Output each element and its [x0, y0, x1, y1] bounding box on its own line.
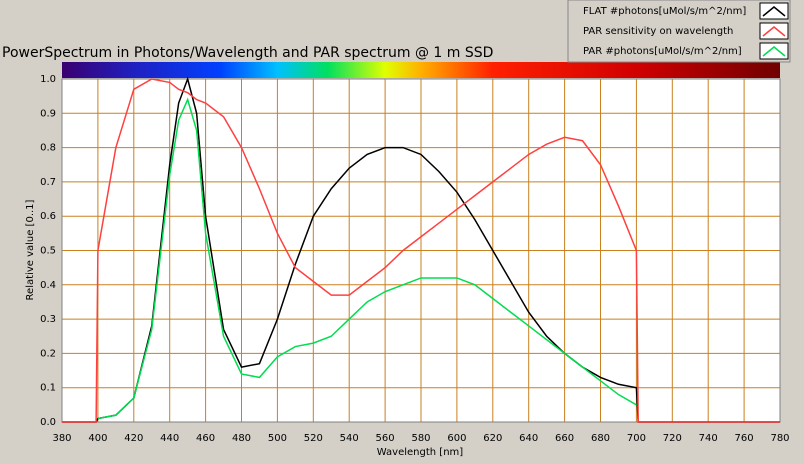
x-tick-label: 600 — [447, 433, 466, 444]
x-tick-label: 760 — [735, 433, 754, 444]
y-tick-label: 0.2 — [40, 348, 56, 359]
x-tick-label: 380 — [52, 433, 71, 444]
x-axis-label: Wavelength [nm] — [377, 447, 463, 458]
x-tick-label: 740 — [699, 433, 718, 444]
x-tick-label: 720 — [663, 433, 682, 444]
legend-line — [762, 26, 786, 37]
y-tick-label: 0.7 — [40, 177, 56, 188]
y-tick-label: 0.3 — [40, 314, 56, 325]
legend-label: PAR sensitivity on wavelength — [583, 26, 733, 37]
x-tick-label: 660 — [555, 433, 574, 444]
y-tick-label: 0.4 — [40, 280, 56, 291]
y-tick-label: 0.8 — [40, 143, 56, 154]
x-tick-label: 520 — [304, 433, 323, 444]
y-tick-label: 0.1 — [40, 383, 56, 394]
x-tick-label: 780 — [770, 433, 789, 444]
x-tick-label: 460 — [196, 433, 215, 444]
y-tick-label: 0.0 — [40, 417, 56, 428]
legend-line — [762, 6, 786, 17]
spectrum-bar — [62, 62, 780, 78]
legend-swatch — [759, 42, 789, 60]
y-tick-label: 0.5 — [40, 246, 56, 257]
legend-label: FLAT #photons[uMol/s/m^2/nm] — [583, 6, 746, 17]
x-tick-label: 440 — [160, 433, 179, 444]
plot-border — [61, 78, 781, 423]
x-tick-label: 680 — [591, 433, 610, 444]
y-axis-label: Relative value [0..1] — [25, 199, 36, 300]
legend-line — [762, 46, 786, 57]
x-tick-label: 580 — [411, 433, 430, 444]
legend-label: PAR #photons[uMol/s/m^2/nm] — [583, 46, 742, 57]
x-tick-label: 700 — [627, 433, 646, 444]
y-tick-label: 1.0 — [40, 74, 56, 85]
x-tick-label: 480 — [232, 433, 251, 444]
legend-swatch — [759, 2, 789, 20]
x-tick-label: 540 — [340, 433, 359, 444]
chart-title: PowerSpectrum in Photons/Wavelength and … — [2, 45, 493, 61]
x-tick-label: 620 — [483, 433, 502, 444]
x-tick-label: 640 — [519, 433, 538, 444]
x-tick-label: 420 — [124, 433, 143, 444]
line-series — [62, 78, 780, 423]
x-tick-label: 560 — [376, 433, 395, 444]
legend-swatch — [759, 22, 789, 40]
x-tick-label: 400 — [88, 433, 107, 444]
line-series — [97, 97, 637, 420]
y-tick-label: 0.6 — [40, 211, 56, 222]
x-tick-label: 500 — [268, 433, 287, 444]
y-tick-label: 0.9 — [40, 108, 56, 119]
legend — [567, 0, 791, 63]
